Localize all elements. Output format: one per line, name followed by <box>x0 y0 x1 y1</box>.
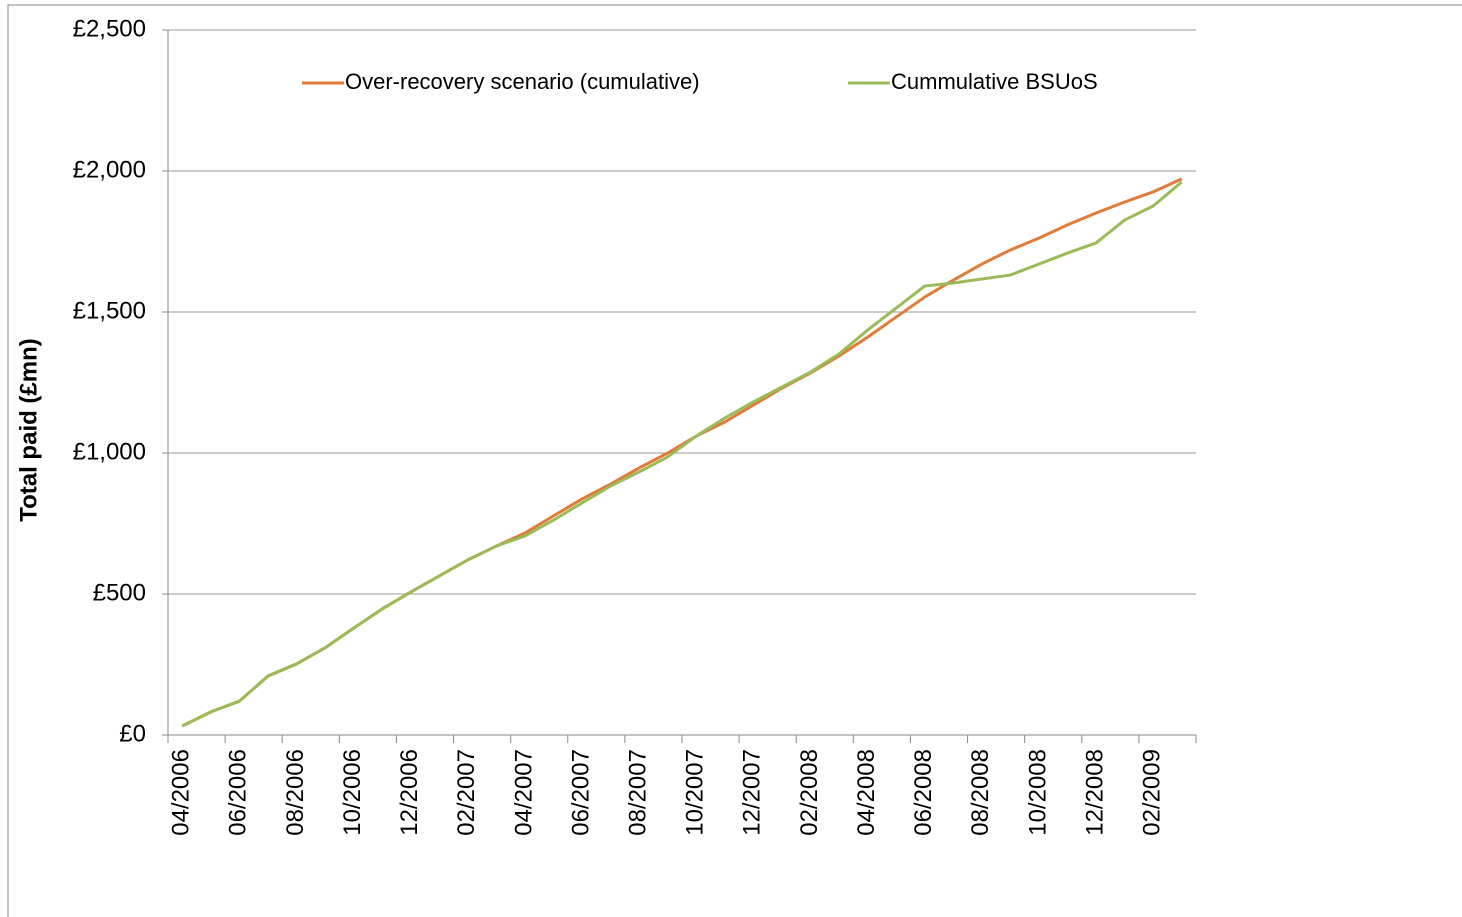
x-tick-label: 06/2006 <box>225 749 252 836</box>
y-tick-label: £1,000 <box>73 438 146 465</box>
x-tick-label: 12/2008 <box>1081 749 1108 836</box>
x-tick-label: 04/2006 <box>168 749 195 836</box>
x-tick-label: 02/2007 <box>453 749 480 836</box>
x-tick-label: 12/2006 <box>396 749 423 836</box>
legend-label: Cummulative BSUoS <box>891 69 1098 94</box>
series-line <box>181 180 1183 728</box>
x-tick-label: 06/2008 <box>910 749 937 836</box>
y-axis-label: Total paid (£mn) <box>15 338 42 522</box>
legend-label: Over-recovery scenario (cumulative) <box>345 69 700 94</box>
chart-frame <box>7 4 1462 917</box>
y-tick-label: £500 <box>93 579 146 606</box>
x-tick-label: 08/2008 <box>967 749 994 836</box>
x-tick-label: 10/2006 <box>339 749 366 836</box>
y-tick-label: £2,000 <box>73 156 146 183</box>
x-tick-label: 02/2008 <box>796 749 823 836</box>
x-tick-label: 12/2007 <box>739 749 766 836</box>
x-tick-label: 04/2008 <box>853 749 880 836</box>
x-tick-label: 06/2007 <box>567 749 594 836</box>
x-tick-label: 02/2009 <box>1139 749 1166 836</box>
y-tick-label: £0 <box>119 720 146 747</box>
x-tick-label: 10/2007 <box>682 749 709 836</box>
y-tick-label: £1,500 <box>73 297 146 324</box>
y-tick-label: £2,500 <box>73 15 146 42</box>
x-tick-label: 08/2006 <box>282 749 309 836</box>
x-tick-label: 10/2008 <box>1024 749 1051 836</box>
x-tick-label: 04/2007 <box>510 749 537 836</box>
x-tick-label: 08/2007 <box>625 749 652 836</box>
